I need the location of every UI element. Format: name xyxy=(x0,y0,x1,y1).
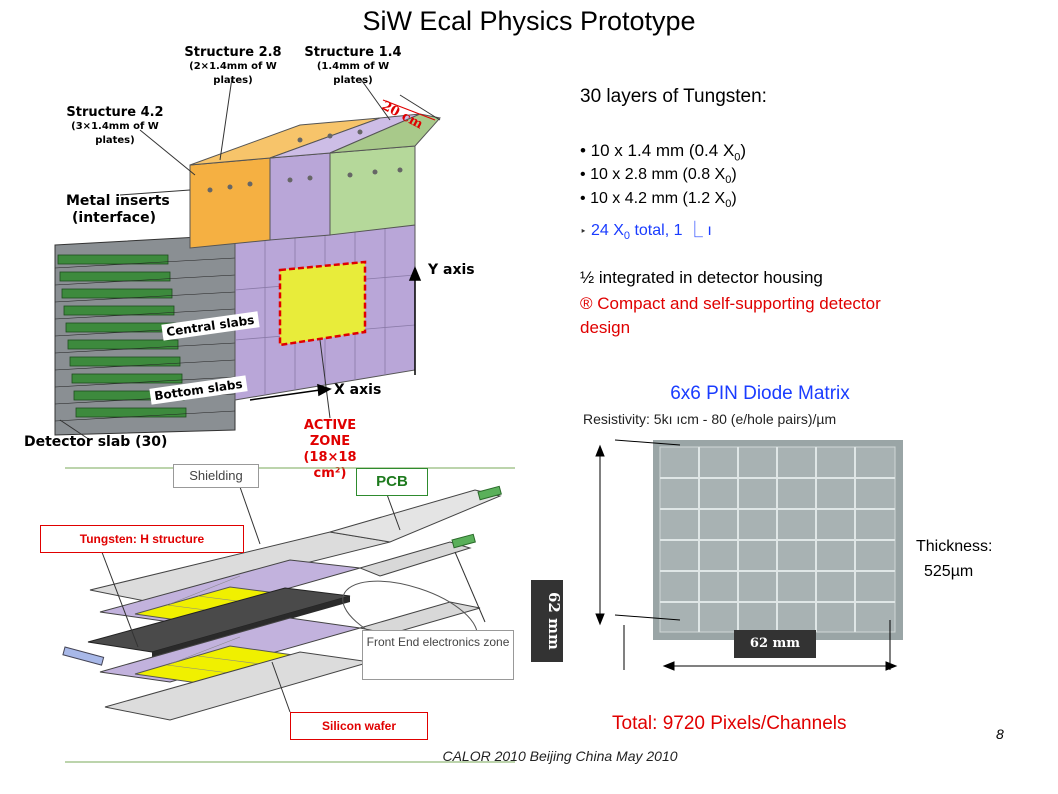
pin-matrix-photo xyxy=(590,430,920,680)
metal-inserts-title: Metal inserts xyxy=(66,193,170,209)
structure-28-title: Structure 2.8 xyxy=(184,45,282,60)
label-silicon-wafer: Silicon wafer xyxy=(290,712,428,740)
label-62mm-horizontal: 62 mm xyxy=(734,630,816,658)
structure-figure xyxy=(0,40,470,460)
bullet: • xyxy=(580,190,586,207)
structure-14-subtitle: (1.4mm of W plates) xyxy=(316,61,390,86)
wafer-drawing xyxy=(595,439,903,671)
structure-28-subtitle: (2×1.4mm of W plates) xyxy=(189,61,277,86)
total-text: 24 X xyxy=(590,222,624,239)
label-x-axis: X axis xyxy=(334,382,382,398)
layers-total: ‣ 24 X0 total, 1 ⎿ ı xyxy=(580,216,712,242)
structure-42-subtitle: (3×1.4mm of W plates) xyxy=(71,121,159,146)
subscript: 0 xyxy=(623,230,630,243)
active-zone-title: ACTIVE ZONE xyxy=(303,418,357,449)
layer-text-end: ) xyxy=(731,166,737,183)
block-structure-42 xyxy=(329,145,416,236)
thickness-value: 525µm xyxy=(924,563,974,580)
label-structure-42: Structure 4.2 (3×1.4mm of W plates) xyxy=(60,106,170,148)
active-zone-area xyxy=(278,260,367,347)
structure-drawing xyxy=(54,77,441,441)
label-structure-14: Structure 1.4 (1.4mm of W plates) xyxy=(303,46,403,88)
footer-text: CALOR 2010 Beijing China May 2010 xyxy=(442,748,678,764)
page-number: 8 xyxy=(996,726,1004,742)
layer-item-1: • 10 x 1.4 mm (0.4 X0) xyxy=(580,141,746,163)
label-pcb: PCB xyxy=(356,468,428,496)
compact-note-line1: ® Compact and self-supporting detector xyxy=(580,294,881,313)
block-structure-28 xyxy=(189,157,271,249)
dim-20cm-line xyxy=(382,99,436,121)
total-channels: Total: 9720 Pixels/Channels xyxy=(612,713,847,734)
layer-text: 10 x 2.8 mm (0.8 X xyxy=(590,166,726,183)
layers-heading: 30 layers of Tungsten: xyxy=(580,86,767,107)
thickness-label: Thickness: xyxy=(916,538,993,555)
integrated-note: ½ integrated in detector housing xyxy=(580,268,823,287)
total-text-end: total, 1 ⎿ ı xyxy=(630,222,712,239)
exploded-drawing xyxy=(62,467,515,763)
label-tungsten: Tungsten: H structure xyxy=(40,525,244,553)
layer-text: 10 x 1.4 mm (0.4 X xyxy=(585,141,735,160)
label-detector-slab: Detector slab (30) xyxy=(24,434,168,450)
layer-text-end: ) xyxy=(731,190,737,207)
block-structure-14 xyxy=(269,152,331,241)
layer-text: 10 x 4.2 mm (1.2 X xyxy=(590,190,726,207)
active-zone-subtitle: (18×18 cm²) xyxy=(303,450,357,481)
metal-inserts-subtitle: (interface) xyxy=(72,210,156,226)
label-y-axis: Y axis xyxy=(428,262,475,278)
arrow-icon: ‣ xyxy=(580,226,587,238)
label-structure-28: Structure 2.8 (2×1.4mm of W plates) xyxy=(178,46,288,88)
structure-42-title: Structure 4.2 xyxy=(66,105,164,120)
layer-item-2: • 10 x 2.8 mm (0.8 X0) xyxy=(580,166,737,186)
slide-title: SiW Ecal Physics Prototype xyxy=(362,6,696,36)
label-front-end: Front End electronics zone xyxy=(362,630,514,680)
slab-stack xyxy=(54,234,236,436)
subscript: 0 xyxy=(725,174,732,187)
bullet: • xyxy=(580,166,586,183)
pin-matrix-resistivity: Resistivity: 5kı ıcm - 80 (e/hole pairs)… xyxy=(583,411,837,427)
subscript: 0 xyxy=(734,151,741,164)
label-62mm-vertical: 62 mm xyxy=(531,580,563,662)
pin-matrix-title: 6x6 PIN Diode Matrix xyxy=(670,383,850,404)
layer-text-end: ) xyxy=(740,141,747,160)
structure-14-title: Structure 1.4 xyxy=(304,45,402,60)
label-metal-inserts: Metal inserts (interface) xyxy=(66,193,170,227)
exploded-figure xyxy=(60,462,570,767)
subscript: 0 xyxy=(725,198,732,211)
label-active-zone: ACTIVE ZONE (18×18 cm²) xyxy=(290,418,370,482)
bullet: • xyxy=(580,141,586,160)
label-shielding: Shielding xyxy=(173,464,259,488)
compact-note-line2: design xyxy=(580,318,631,337)
layer-item-3: • 10 x 4.2 mm (1.2 X0) xyxy=(580,190,737,210)
